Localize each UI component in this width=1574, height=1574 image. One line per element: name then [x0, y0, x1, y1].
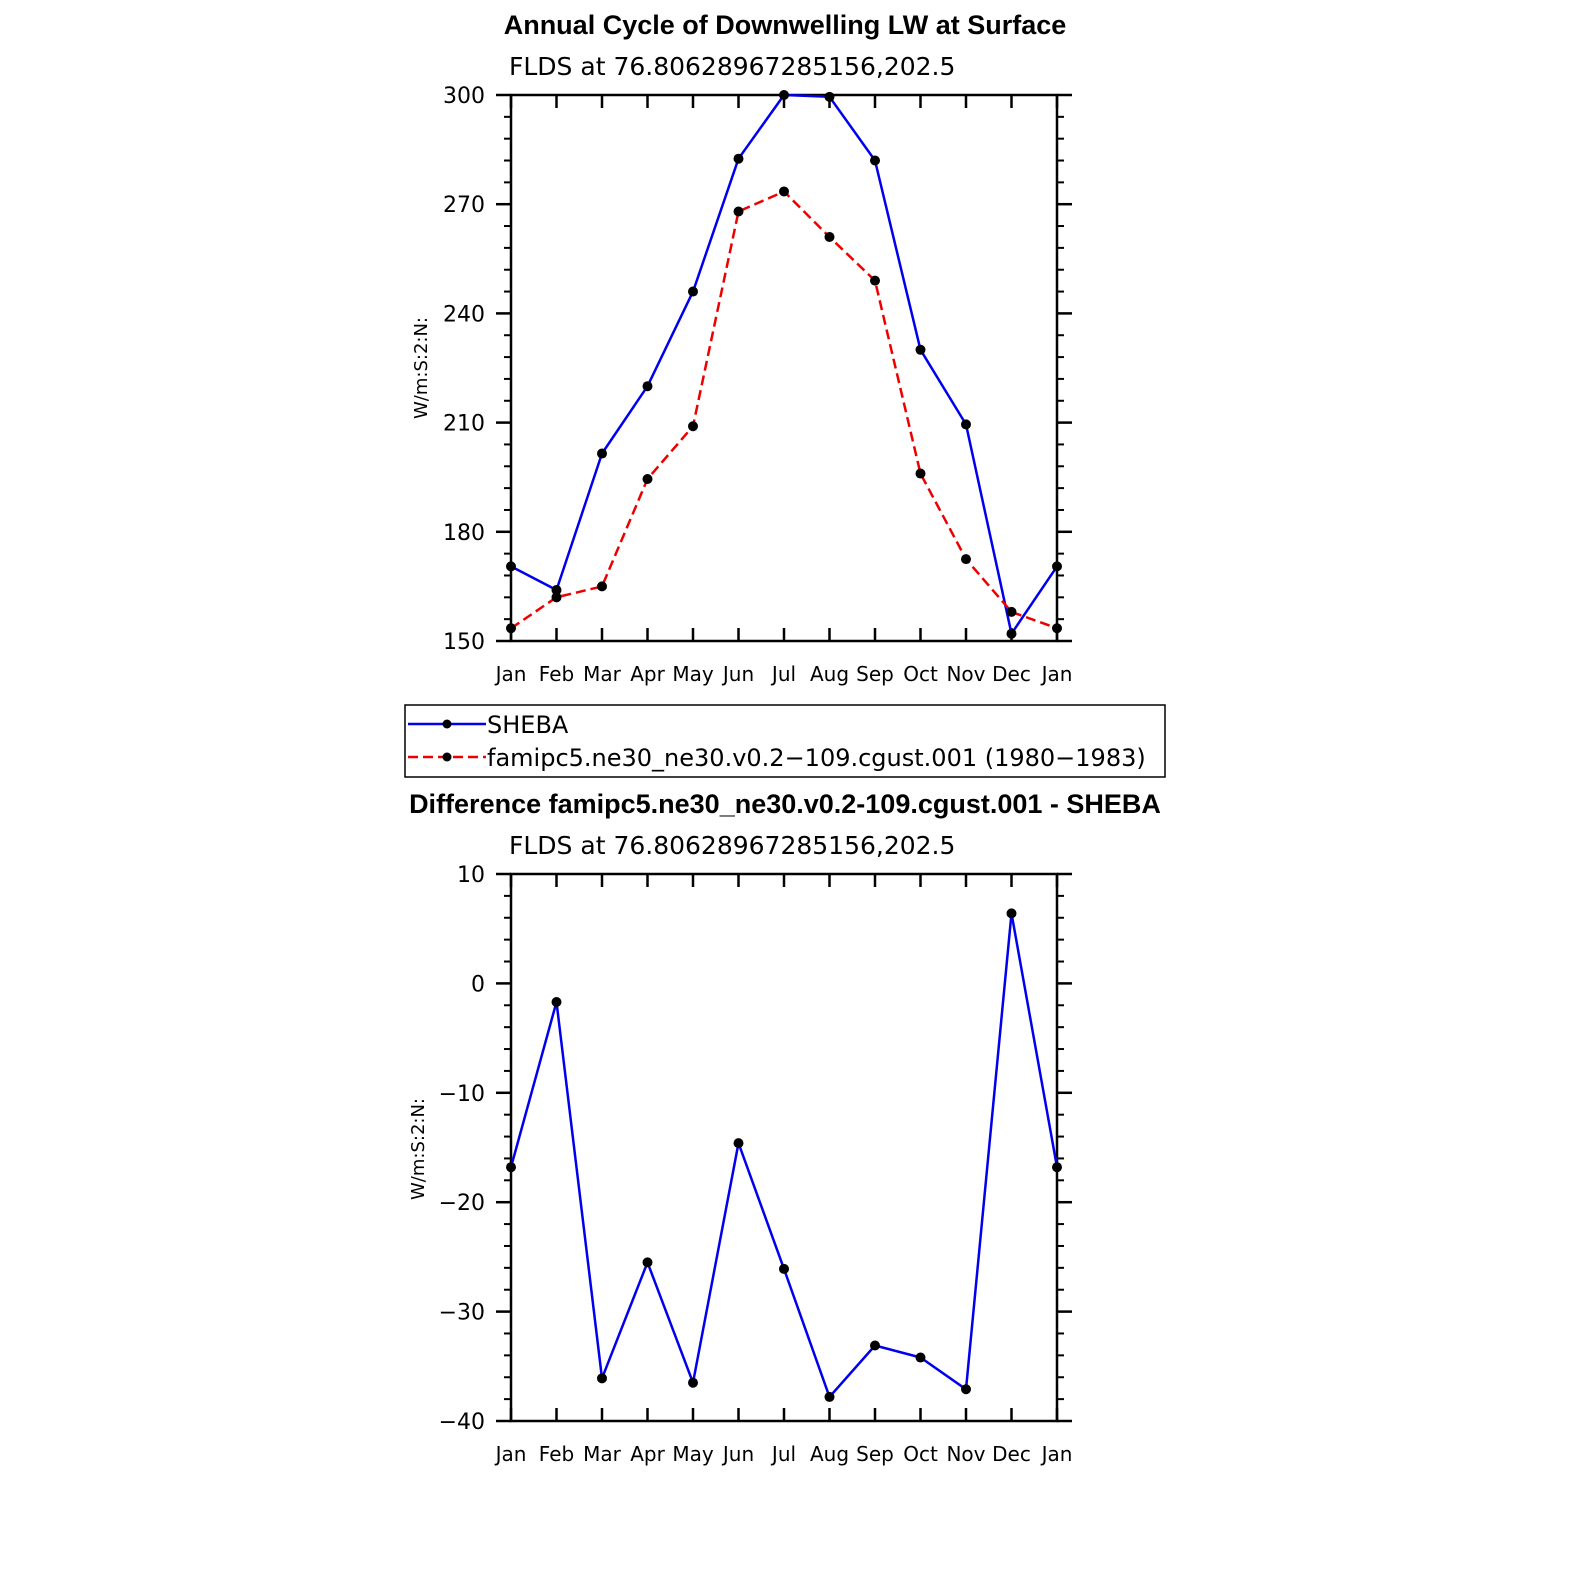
- top-ytick-label: 240: [443, 302, 485, 327]
- bottom-series-sheba-point: [961, 1384, 971, 1395]
- bottom-xtick-label: May: [672, 1442, 714, 1466]
- legend-box: [404, 704, 1166, 778]
- bottom-ytick-label: −20: [439, 1191, 485, 1216]
- legend-sheba-label: SHEBA: [487, 711, 569, 739]
- bottom-xtick-label: Jan: [494, 1442, 527, 1466]
- top-series-model-point: [824, 231, 835, 242]
- top-series-sheba-point: [779, 90, 789, 100]
- top-xtick-label: Feb: [539, 662, 574, 686]
- top-ytick-label: 210: [443, 412, 485, 437]
- top-ytick-label: 150: [443, 630, 485, 655]
- top-xtick-label: Apr: [630, 662, 665, 686]
- bottom-series-sheba-point: [915, 1352, 926, 1363]
- top-series-sheba-point: [506, 561, 516, 572]
- bottom-xtick-label: Aug: [810, 1442, 849, 1466]
- bottom-xtick-label: Jul: [770, 1442, 796, 1466]
- bottom-ytick-label: −10: [439, 1082, 485, 1107]
- legend: SHEBA famipc5.ne30_ne30.v0.2−109.cgust.0…: [404, 704, 1166, 778]
- top-xtick-label: Oct: [903, 662, 938, 686]
- top-series-model-point: [779, 186, 789, 197]
- top-series-sheba-point: [1006, 628, 1017, 639]
- bottom-xtick-label: Apr: [630, 1442, 665, 1466]
- top-series-sheba-point: [870, 155, 880, 166]
- bottom-chart-subtitle: FLDS at 76.80628967285156,202.5: [509, 831, 955, 860]
- legend-sheba-marker: [442, 719, 452, 729]
- top-xtick-label: Dec: [992, 662, 1031, 686]
- top-series-model-point: [870, 275, 880, 286]
- top-chart-title: Annual Cycle of Downwelling LW at Surfac…: [504, 10, 1067, 40]
- top-series-model-point: [597, 581, 607, 592]
- top-ytick-label: 270: [443, 193, 485, 218]
- top-series-model-point: [733, 206, 744, 217]
- bottom-series-sheba-point: [779, 1263, 789, 1274]
- bottom-series-sheba-point: [688, 1377, 698, 1388]
- top-series-model-point: [688, 421, 698, 432]
- top-plot-frame: [509, 93, 1059, 643]
- top-series-sheba-point: [961, 419, 971, 430]
- bottom-series-sheba-point: [642, 1257, 653, 1268]
- bottom-xtick-label: Dec: [992, 1442, 1031, 1466]
- bottom-xtick-label: Nov: [946, 1442, 985, 1466]
- top-series-model-point: [961, 554, 971, 565]
- bottom-ytick-label: 10: [457, 863, 485, 888]
- bottom-xtick-label: Mar: [583, 1442, 622, 1466]
- top-xtick-label: Aug: [810, 662, 849, 686]
- top-xtick-label: Jan: [494, 662, 527, 686]
- top-series-sheba-point: [1052, 561, 1062, 572]
- top-series-sheba-point: [733, 153, 744, 164]
- bottom-series-sheba-point: [551, 996, 562, 1007]
- top-series-model-line: [510, 190, 1058, 630]
- top-series-model-point: [642, 474, 653, 485]
- top-chart-subtitle: FLDS at 76.80628967285156,202.5: [509, 52, 955, 81]
- top-xtick-label: Jul: [770, 662, 796, 686]
- top-series-model-point: [551, 592, 562, 603]
- bottom-series-sheba-line: [509, 912, 1059, 1399]
- top-chart-ylabel: W/m:S:2:N:: [411, 317, 432, 419]
- top-series-sheba-point: [551, 585, 562, 596]
- top-ytick-label: 180: [443, 521, 485, 546]
- bottom-ytick-label: −30: [439, 1301, 485, 1326]
- bottom-series-sheba-point: [733, 1138, 744, 1149]
- top-xtick-label: Mar: [583, 662, 622, 686]
- bottom-chart-panel: Jan Feb Mar Apr May Jun Jul Aug Sep Oct Nov Dec Jan−…: [439, 863, 1073, 1466]
- bottom-xtick-label: Sep: [856, 1442, 894, 1466]
- top-series-model-point: [1006, 606, 1017, 617]
- bottom-xtick-label: Oct: [903, 1442, 938, 1466]
- bottom-series-sheba-point: [870, 1340, 880, 1351]
- bottom-series-sheba-point: [1052, 1162, 1062, 1173]
- top-series-sheba-point: [688, 286, 698, 297]
- top-series-model-point: [1052, 623, 1062, 634]
- top-ytick-label: 300: [443, 84, 485, 109]
- top-series-sheba-point: [915, 344, 926, 355]
- top-series-sheba-line: [510, 93, 1059, 635]
- top-series-sheba-point: [824, 91, 835, 102]
- top-series-sheba-point: [597, 448, 607, 459]
- top-xtick-label: Jan: [1040, 662, 1073, 686]
- bottom-series-sheba-point: [824, 1391, 835, 1402]
- bottom-ytick-label: −40: [439, 1410, 485, 1435]
- top-series-model-point: [506, 623, 516, 634]
- bottom-chart-ylabel: W/m:S:2:N:: [408, 1098, 429, 1200]
- bottom-series-sheba-point: [1006, 908, 1017, 919]
- bottom-plot-frame: [509, 872, 1059, 1423]
- bottom-ytick-label: 0: [471, 972, 485, 997]
- bottom-series-sheba-point: [506, 1162, 516, 1173]
- top-xtick-label: Nov: [946, 662, 985, 686]
- bottom-xtick-label: Jan: [1040, 1442, 1073, 1466]
- bottom-xtick-label: Jun: [721, 1442, 754, 1466]
- legend-model-label: famipc5.ne30_ne30.v0.2−109.cgust.001 (19…: [487, 744, 1146, 772]
- top-xtick-label: Jun: [721, 662, 754, 686]
- top-chart-panel: Jan Feb Mar Apr May Jun Jul Aug Sep Oct Nov Dec Jan 1…: [443, 84, 1072, 686]
- bottom-chart-title: Difference famipc5.ne30_ne30.v0.2-109.cg…: [409, 789, 1161, 819]
- top-xtick-label: May: [672, 662, 714, 686]
- legend-model-marker: [442, 752, 452, 762]
- bottom-series-sheba-point: [597, 1373, 607, 1384]
- bottom-xtick-label: Feb: [539, 1442, 574, 1466]
- top-xtick-label: Sep: [856, 662, 894, 686]
- top-series-sheba-point: [642, 381, 653, 392]
- top-series-model-point: [915, 468, 926, 479]
